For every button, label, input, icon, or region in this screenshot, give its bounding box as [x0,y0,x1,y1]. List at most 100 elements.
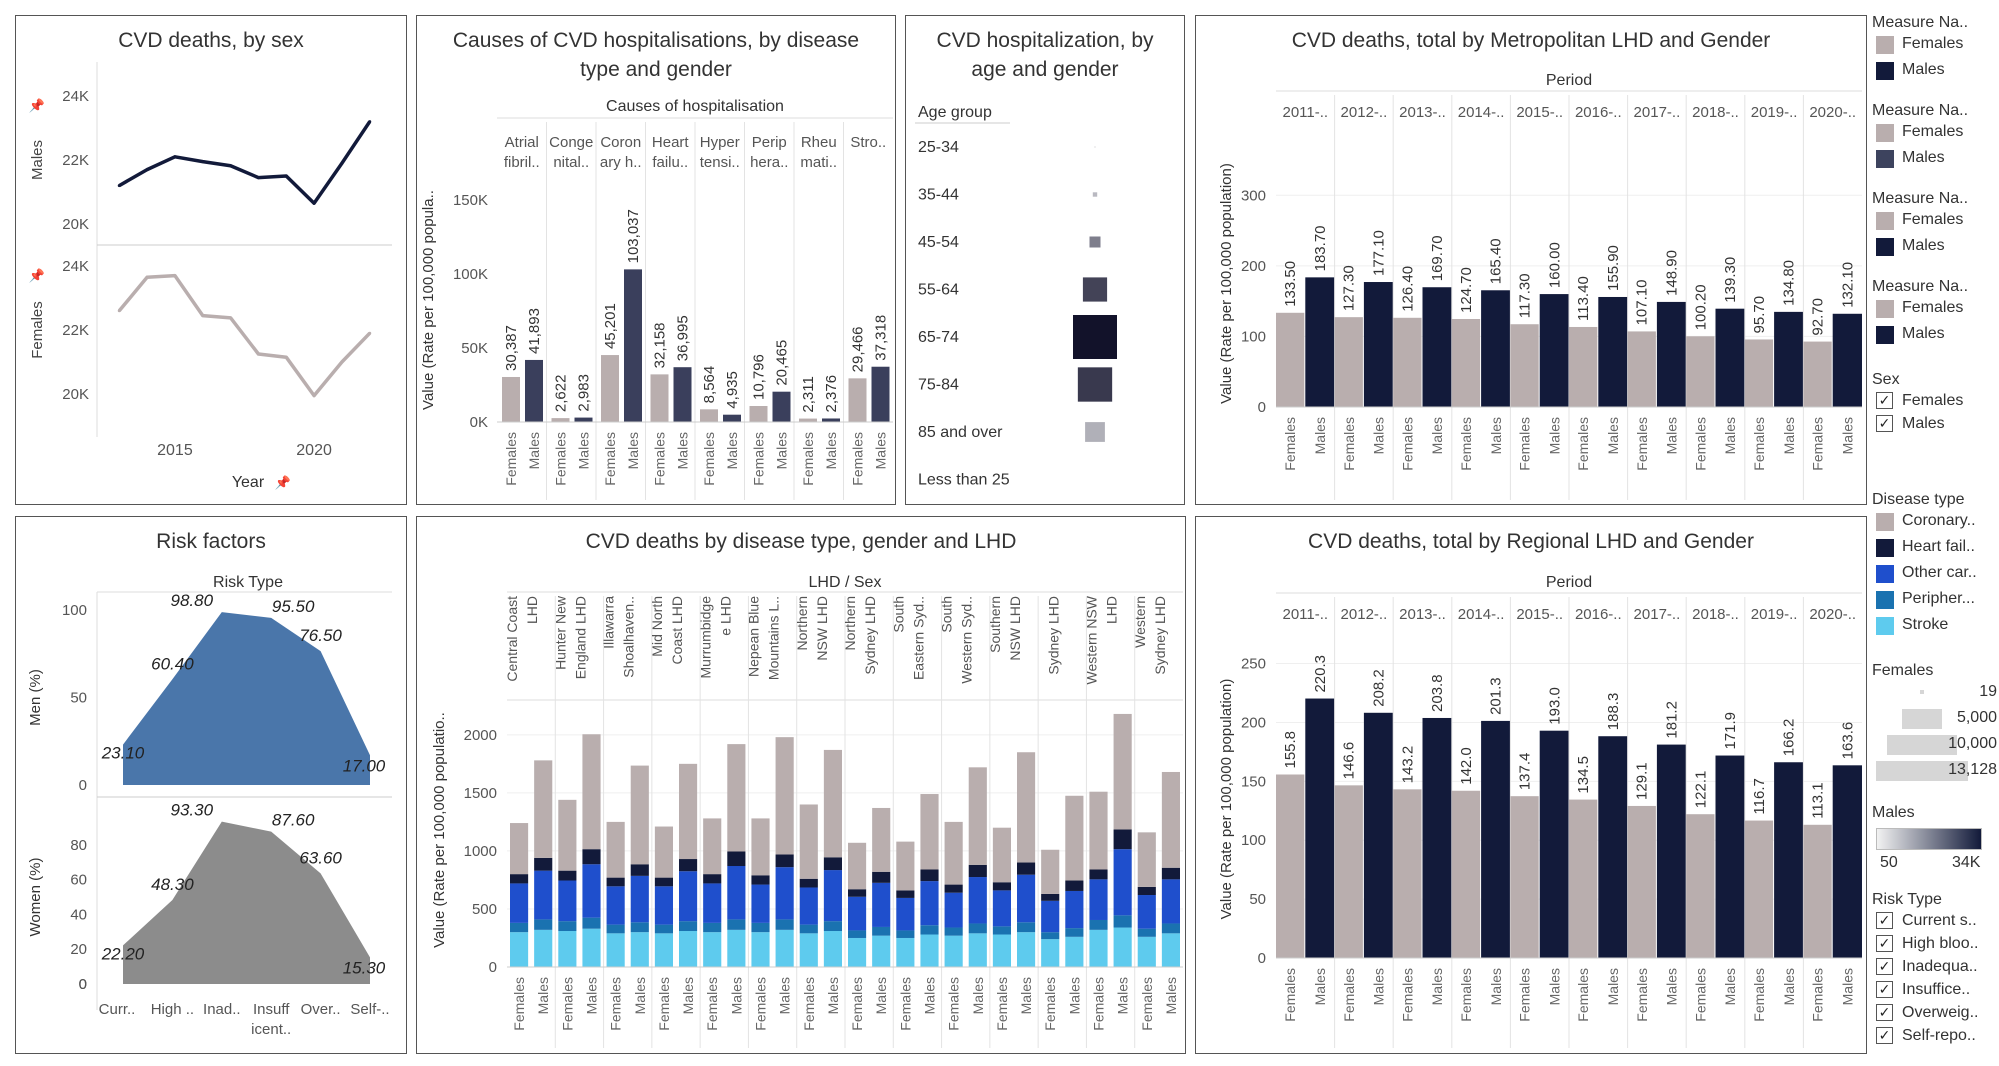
category-label: Hyper [700,134,740,151]
legend-item[interactable]: Heart fail.. [1872,535,1975,561]
checkbox[interactable]: ✓ [1876,935,1893,952]
legend-item[interactable]: Males [1872,234,1968,260]
filter-item[interactable]: ✓ Inadequa.. [1872,955,1978,978]
stack-peripheral [1065,928,1084,937]
category-label: mati.. [800,154,837,171]
legend-item[interactable]: Coronary.. [1872,509,1976,535]
legend-item[interactable]: Females [1872,296,1968,322]
filter-item[interactable]: ✓ Insuffice.. [1872,978,1970,1001]
data-label: 92.70 [1810,298,1827,336]
data-label: 127.30 [1341,265,1358,311]
stack-stroke [920,934,939,967]
legend-label: Females [1902,35,1964,52]
data-label: 76.50 [299,626,342,645]
age-label: 85 and over [918,424,1003,441]
legend-item[interactable]: Other car.. [1872,561,1977,587]
y-tick-label: 150 [1241,773,1266,790]
lhd-label: Sydney LHD [1045,596,1061,675]
data-label: 163.6 [1839,722,1856,760]
y-tick-label: 80 [70,837,87,854]
checkbox[interactable]: ✓ [1876,1004,1893,1021]
data-label: 155.90 [1605,245,1622,291]
legend-title: Females [1872,662,1934,679]
data-label: 32,158 [652,322,669,368]
bar-sex-label: Females [553,432,569,486]
filter-item[interactable]: ✓ Self-repo.. [1872,1024,1976,1047]
data-label: 165.40 [1488,238,1505,284]
stack-heart_failure [703,874,722,884]
stack-stroke [1041,939,1060,967]
stack-stroke [606,933,625,967]
stack-stroke [872,935,891,967]
stack-peripheral [1017,922,1036,933]
stack-peripheral [1041,932,1060,940]
bar-males [723,414,741,422]
panel-title-line2: age and gender [971,58,1119,81]
checkbox[interactable]: ✓ [1876,958,1893,975]
filter-item[interactable]: ✓ High bloo.. [1872,932,1979,955]
age-label: 65-74 [918,329,959,346]
bar-sex-label: Females [800,432,816,486]
stack-other [1017,874,1036,923]
heat-cell [1082,277,1108,302]
data-point [284,355,288,359]
data-point [173,155,177,159]
bar-sex-label: Females [559,977,575,1031]
causes-panel: Causes of CVD hospitalisations, by disea… [416,15,896,505]
data-label: 23.10 [101,744,145,763]
filter-label: Current s.. [1902,912,1977,929]
stack-peripheral [727,919,746,930]
stack-peripheral [775,919,794,930]
legend-item[interactable]: Females [1872,120,1968,146]
bar-sex-label: Females [849,977,865,1031]
stack-other [630,875,649,923]
data-label: 113.40 [1575,276,1592,321]
x-tick-label: 2020 [296,442,332,459]
checkbox[interactable]: ✓ [1876,415,1893,432]
measure-legend: Measure Na.. Females Males [1872,190,1968,260]
checkbox[interactable]: ✓ [1876,392,1893,409]
stack-coronary [727,744,746,852]
checkbox[interactable]: ✓ [1876,912,1893,929]
legend-item[interactable]: Peripher... [1872,587,1975,613]
stack-peripheral [679,921,698,932]
period-label: 2018-.. [1692,606,1739,623]
period-label: 2020-.. [1809,104,1856,121]
legend-item[interactable]: Females [1872,208,1968,234]
stack-stroke [510,932,529,967]
legend-item[interactable]: Stroke [1872,613,1965,639]
bar-females [1276,774,1305,958]
stack-heart_failure [606,877,625,887]
legend-item[interactable]: Males [1872,146,1968,172]
stack-other [703,883,722,923]
data-label: 107.10 [1634,280,1651,326]
data-label: 93.30 [171,801,214,820]
legend-item[interactable]: Males [1872,58,1968,84]
filter-item[interactable]: ✓ Females [1872,389,1963,412]
bar-sex-label: Males [1429,417,1445,454]
legend-item[interactable]: Females [1872,32,1968,58]
checkbox[interactable]: ✓ [1876,981,1893,998]
data-point [256,352,260,356]
bar-sex-label: Males [1115,977,1131,1014]
y-tick-label: 150K [453,192,488,209]
category-label: failu.. [652,154,688,171]
bar-females [1744,339,1774,407]
stack-peripheral [606,924,625,934]
bar-sex-label: Males [1163,977,1179,1014]
bar-sex-label: Males [1722,417,1738,454]
lhd-label: Western Syd.. [959,596,975,684]
checkbox[interactable]: ✓ [1876,1027,1893,1044]
data-point [201,160,205,164]
y-tick-label: 100 [62,602,87,619]
category-label: Perip [752,134,787,151]
filter-item[interactable]: ✓ Males [1872,412,1945,435]
filter-item[interactable]: ✓ Overweig.. [1872,1001,1978,1024]
bar-females [1627,331,1656,407]
filter-item[interactable]: ✓ Current s.. [1872,909,1977,932]
panel-title: CVD deaths, by sex [118,29,304,52]
bar-sex-label: Females [1458,968,1474,1022]
legend-item[interactable]: Males [1872,322,1968,348]
y-tick-label: 100 [1241,832,1266,849]
stack-coronary [872,807,891,872]
